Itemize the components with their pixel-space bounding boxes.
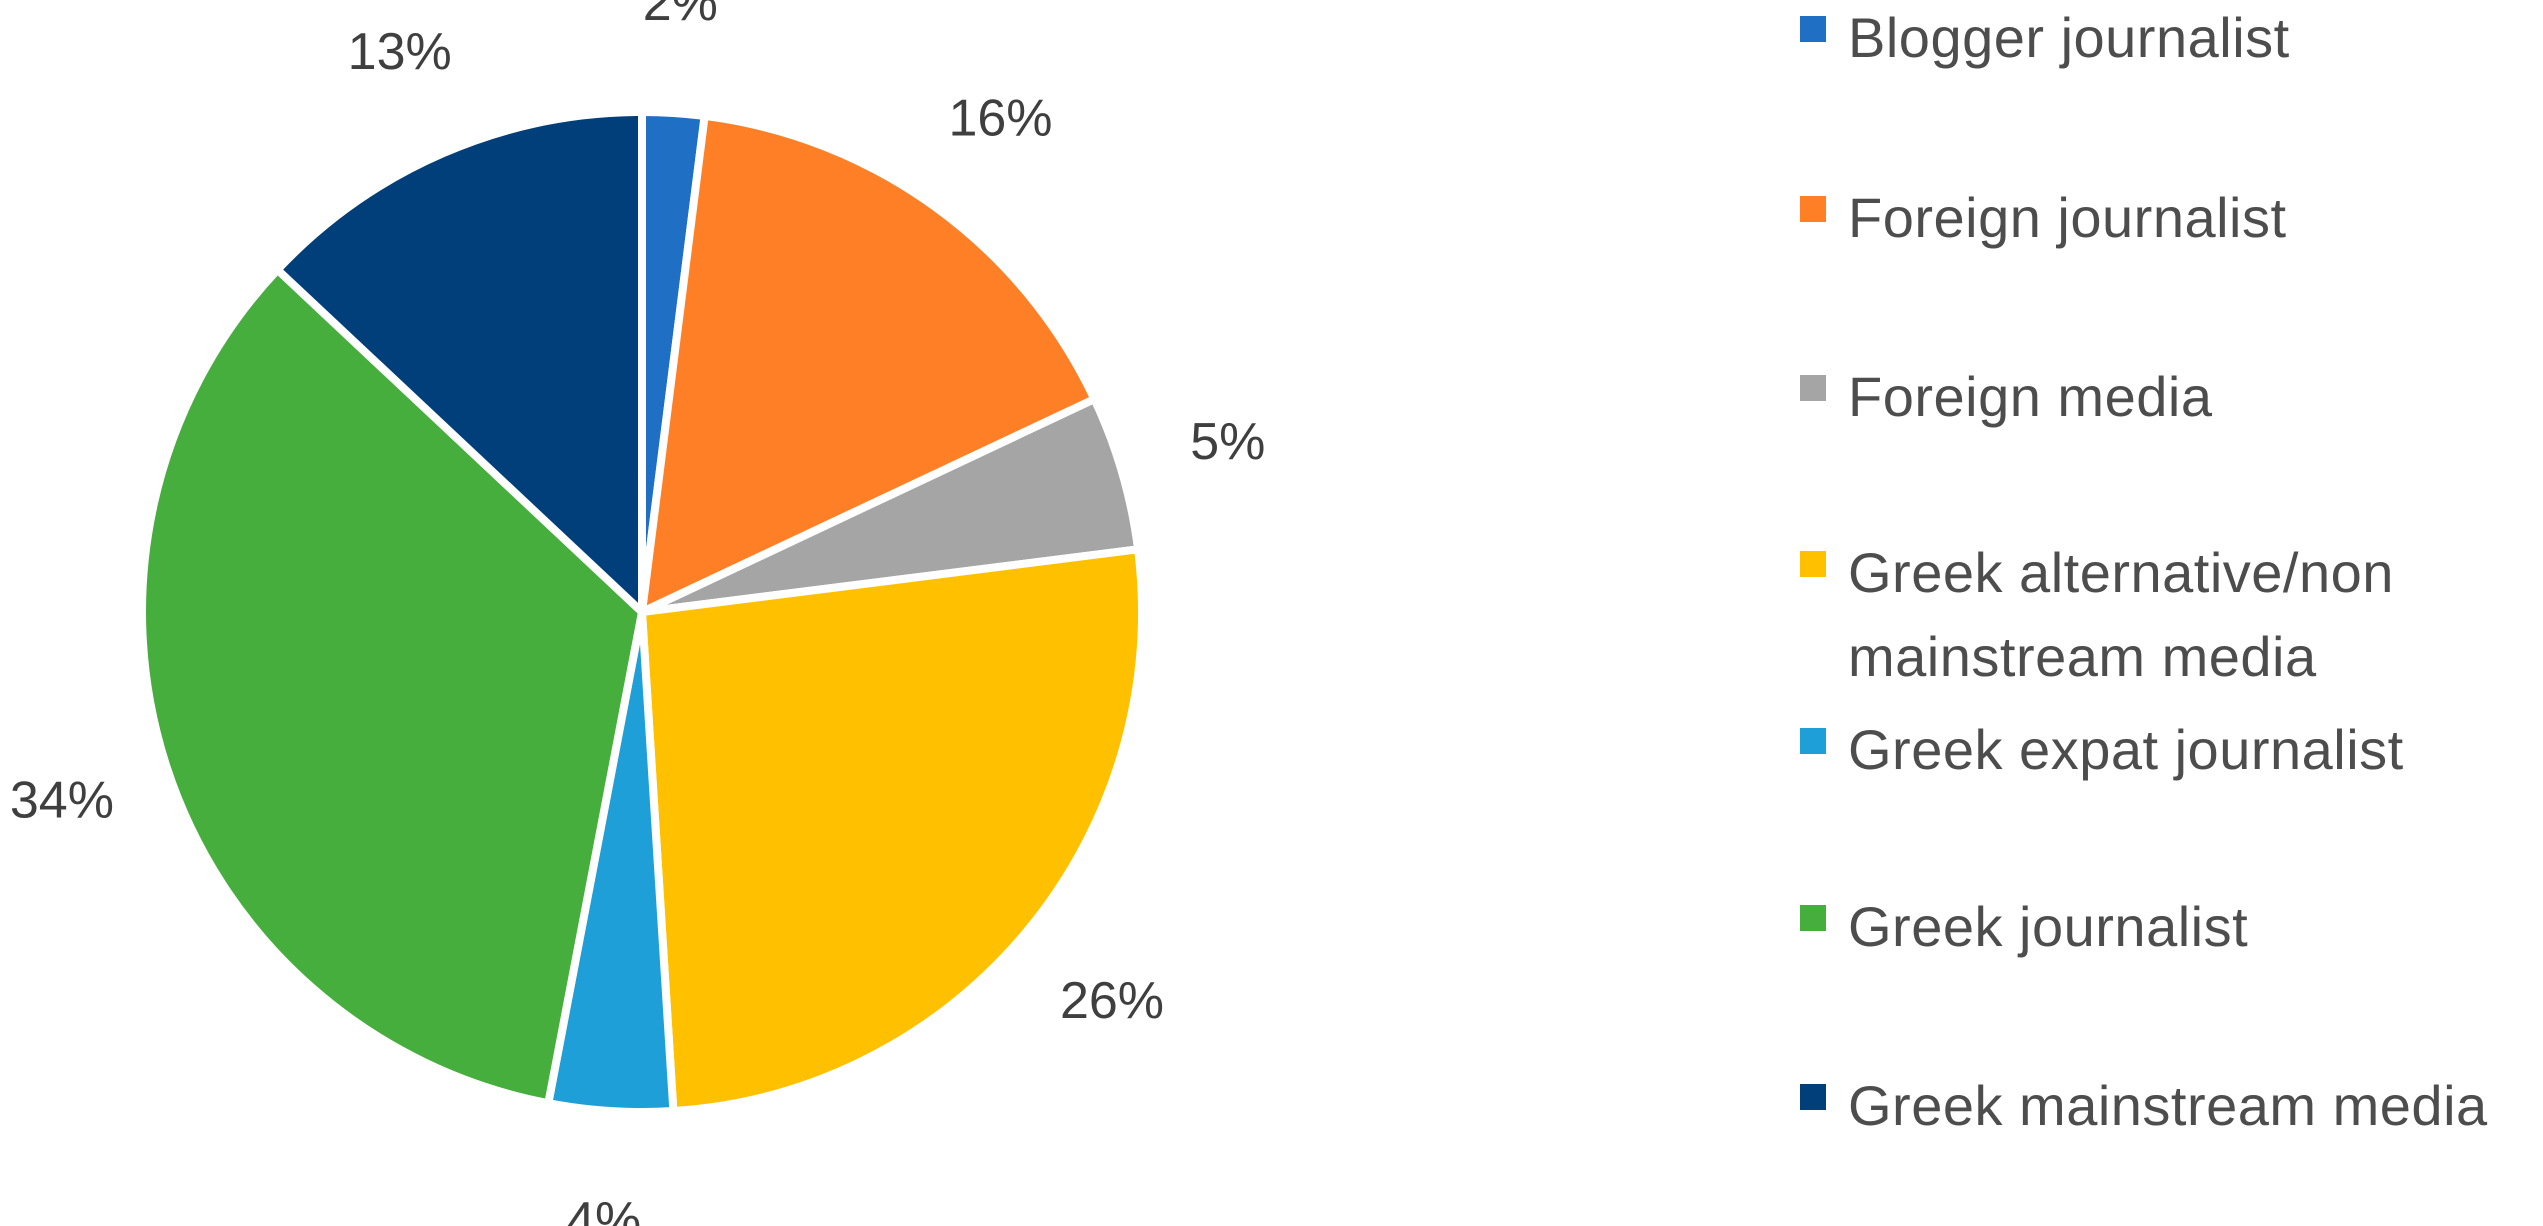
chart-legend: Blogger journalist Foreign journalist Fo… [1800, 0, 2540, 1226]
pie-slice-greek-mainstream-media [273, 108, 646, 616]
data-label: 13% [348, 23, 452, 81]
legend-swatch [1800, 728, 1826, 754]
legend-item-greek-journalist: Greek journalist [1800, 885, 2540, 969]
data-label: 4% [566, 1192, 641, 1226]
legend-label: Greek journalist [1848, 895, 2249, 958]
legend-swatch [1800, 905, 1826, 931]
pie-slice-greek-journalist [138, 265, 646, 1108]
data-label: 5% [1190, 413, 1265, 471]
legend-swatch [1800, 1084, 1826, 1110]
pie-slice-foreign-journalist [638, 111, 1099, 616]
legend-swatch [1800, 551, 1826, 577]
legend-swatch [1800, 16, 1826, 42]
data-label: 34% [10, 772, 114, 830]
legend-label: Foreign media [1848, 365, 2213, 428]
pie-data-labels: 2% 16% 5% 26% 4% 34% 13% [10, 0, 1266, 1226]
legend-item-foreign-media: Foreign media [1800, 355, 2540, 439]
legend-label: Greek alternative/non mainstream media [1848, 541, 2394, 688]
data-label: 16% [948, 90, 1052, 148]
legend-label: Greek mainstream media [1848, 1074, 2488, 1137]
data-label: 26% [1060, 972, 1164, 1030]
pie-slice-greek-alternative-non-mainstream-media [638, 545, 1146, 1116]
legend-item-foreign-journalist: Foreign journalist [1800, 176, 2540, 260]
legend-label: Greek expat journalist [1848, 718, 2404, 781]
legend-item-blogger-journalist: Blogger journalist [1800, 0, 2540, 80]
legend-item-greek-expat-journalist: Greek expat journalist [1800, 708, 2540, 792]
legend-item-greek-mainstream-media: Greek mainstream media [1800, 1064, 2540, 1148]
legend-item-greek-alternative-media: Greek alternative/non mainstream media [1800, 531, 2540, 699]
legend-label: Foreign journalist [1848, 186, 2287, 249]
legend-swatch [1800, 196, 1826, 222]
data-label: 2% [643, 0, 718, 32]
legend-label: Blogger journalist [1848, 6, 2290, 69]
legend-swatch [1800, 375, 1826, 401]
pie-slices [138, 108, 1146, 1116]
